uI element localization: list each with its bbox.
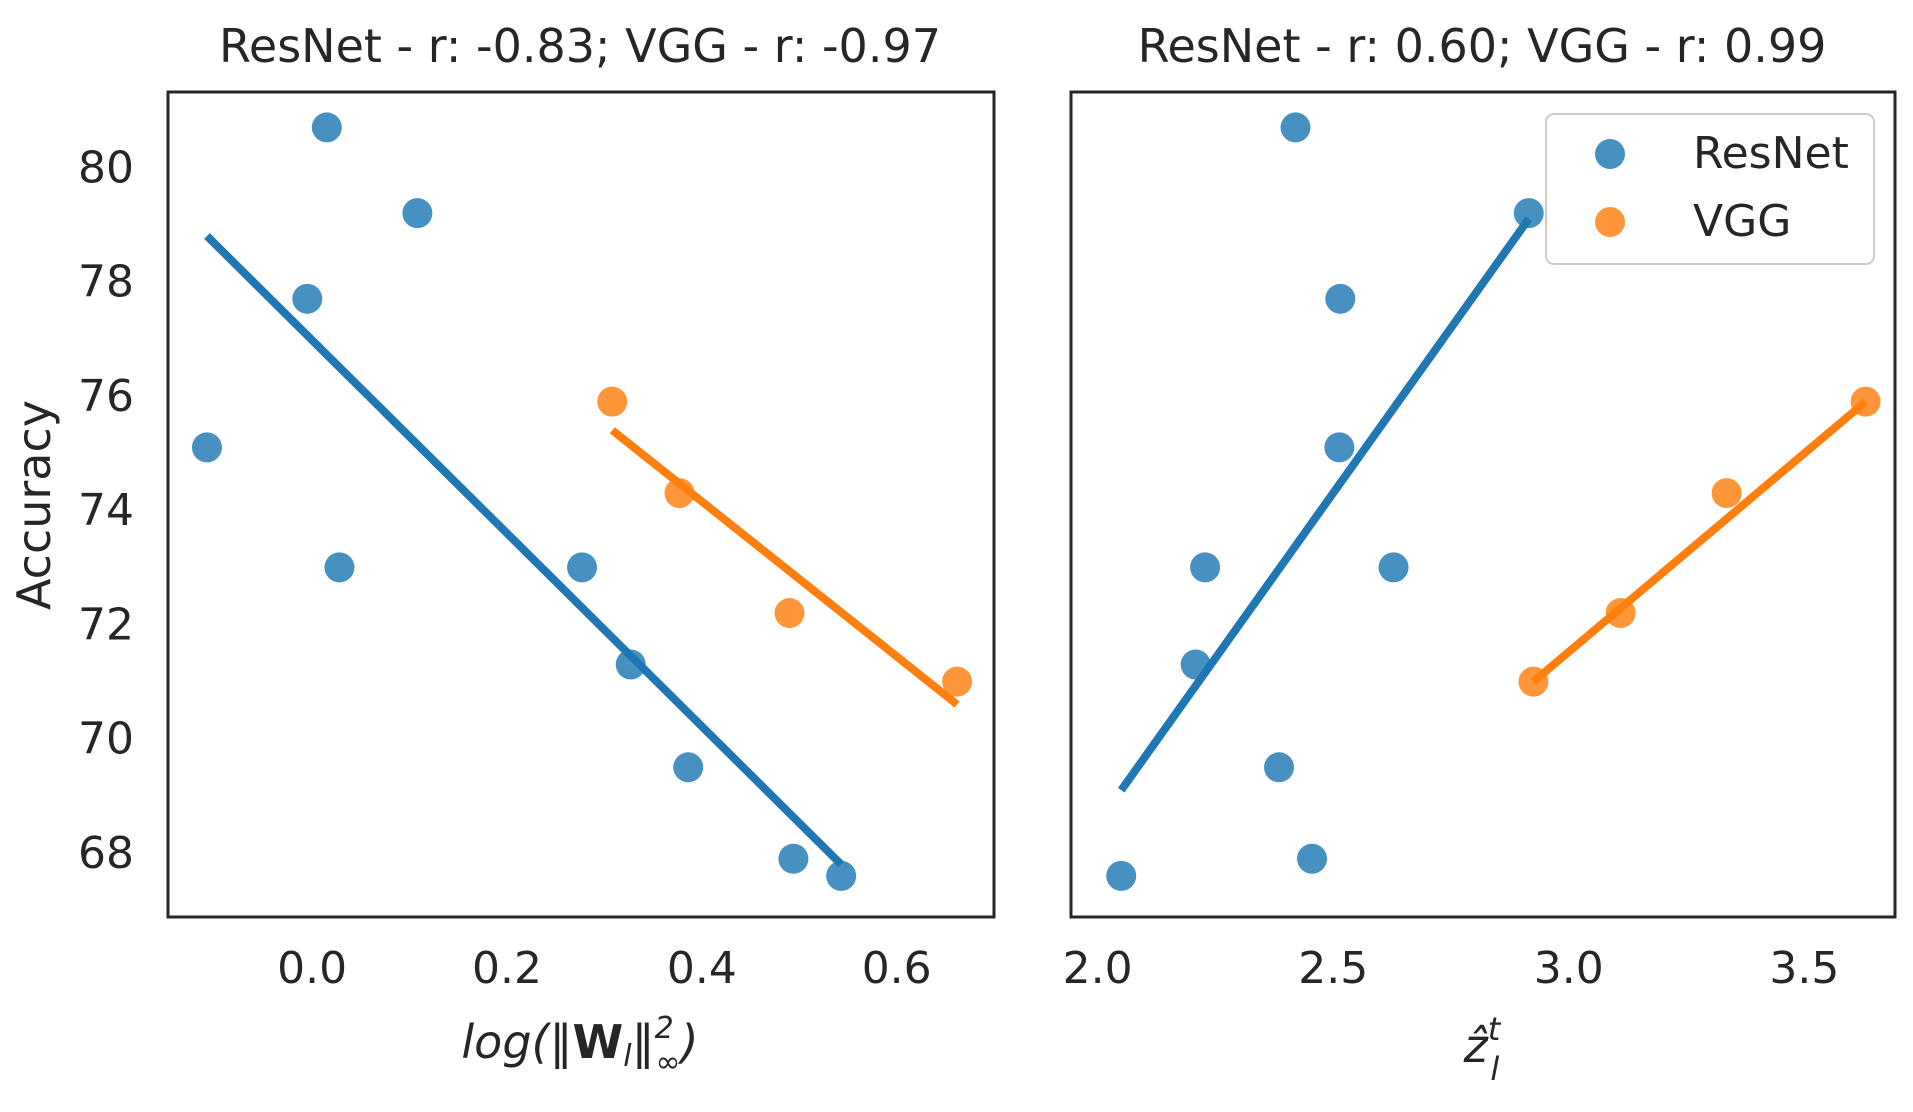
right-x-axis-label: ẑt l [1463, 1010, 1502, 1088]
legend-label-resnet: ResNet [1693, 128, 1849, 179]
legend-marker-vgg [1595, 207, 1625, 237]
resnet-data-point [778, 843, 809, 874]
right-panel: ResNet - r: 0.60; VGG - r: 0.99 2.0 2.5 3.… [1063, 19, 1897, 1088]
legend-marker-resnet [1595, 139, 1625, 169]
vgg-regression-line [1530, 398, 1869, 685]
x-tick-label: 3.5 [1769, 943, 1839, 994]
x-tick-label: 2.5 [1298, 943, 1368, 994]
resnet-data-point [567, 552, 598, 583]
resnet-data-point [1180, 649, 1211, 680]
x-tick-label: 3.0 [1534, 943, 1604, 994]
vgg-data-point [1850, 386, 1881, 417]
y-tick-label: 70 [78, 714, 134, 765]
resnet-data-point [826, 860, 857, 891]
right-x-ticks: 2.0 2.5 3.0 3.5 [1063, 943, 1840, 994]
resnet-data-point [1190, 552, 1221, 583]
left-chart-title: ResNet - r: -0.83; VGG - r: -0.97 [219, 19, 941, 73]
vgg-data-point [1711, 478, 1742, 509]
resnet-regression-line [1117, 216, 1533, 793]
x-tick-label: 0.4 [667, 943, 737, 994]
vgg-data-point [664, 478, 695, 509]
left-y-ticks: 68 70 72 74 76 78 80 [78, 142, 134, 879]
x-tick-label: 2.0 [1063, 943, 1133, 994]
resnet-data-point [1325, 283, 1356, 314]
vgg-regression-line [609, 427, 960, 708]
y-tick-label: 74 [78, 485, 134, 536]
resnet-regression-line [204, 233, 844, 868]
resnet-data-point [1378, 552, 1409, 583]
resnet-data-point [324, 552, 355, 583]
x-tick-label: 0.6 [862, 943, 932, 994]
y-tick-label: 80 [78, 142, 134, 193]
resnet-data-point [292, 283, 323, 314]
x-tick-label: 0.0 [277, 943, 347, 994]
vgg-data-point [1518, 666, 1549, 697]
y-axis-label: Accuracy [7, 400, 61, 610]
right-chart-title: ResNet - r: 0.60; VGG - r: 0.99 [1138, 19, 1827, 73]
legend-box [1545, 113, 1875, 265]
y-tick-label: 72 [78, 599, 134, 650]
right-plot-marks [1106, 112, 1881, 891]
vgg-data-point [942, 666, 973, 697]
right-plot-frame [1069, 90, 1897, 919]
resnet-data-point [191, 432, 222, 463]
x-tick-label: 0.2 [472, 943, 542, 994]
resnet-data-point [1106, 860, 1137, 891]
y-tick-label: 68 [78, 828, 134, 879]
y-tick-label: 76 [78, 371, 134, 422]
resnet-data-point [1264, 752, 1295, 783]
resnet-data-point [311, 112, 342, 143]
vgg-data-point [597, 386, 628, 417]
left-plot-frame [166, 90, 996, 919]
vgg-data-point [774, 598, 805, 629]
y-tick-label: 78 [78, 257, 134, 308]
left-panel: ResNet - r: -0.83; VGG - r: -0.97 Accura… [7, 19, 996, 1080]
legend-label-vgg: VGG [1693, 196, 1791, 247]
resnet-data-point [1297, 843, 1328, 874]
left-x-axis-label: log(‖Wl‖2 ∞) [461, 1011, 698, 1080]
legend: ResNet VGG [1545, 113, 1875, 265]
resnet-data-point [402, 198, 433, 229]
left-x-ticks: 0.0 0.2 0.4 0.6 [277, 943, 931, 994]
resnet-data-point [1280, 112, 1311, 143]
resnet-data-point [673, 752, 704, 783]
vgg-data-point [1605, 598, 1636, 629]
resnet-data-point [615, 649, 646, 680]
left-plot-marks [191, 112, 973, 891]
resnet-data-point [1324, 432, 1355, 463]
resnet-data-point [1513, 198, 1544, 229]
